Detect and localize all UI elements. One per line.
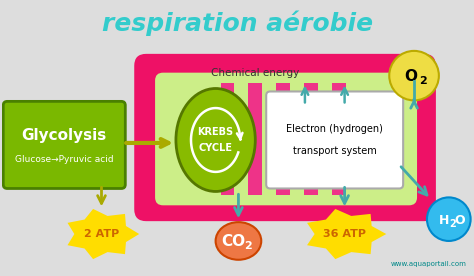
Text: respiration aérobie: respiration aérobie bbox=[102, 10, 373, 36]
Bar bbox=[220, 83, 235, 195]
Text: KREBS: KREBS bbox=[198, 127, 234, 137]
Text: Glycolysis: Glycolysis bbox=[22, 128, 107, 143]
Bar bbox=[304, 83, 318, 195]
FancyBboxPatch shape bbox=[155, 73, 417, 205]
Polygon shape bbox=[67, 209, 139, 259]
Polygon shape bbox=[307, 209, 386, 259]
Text: www.aquaportail.com: www.aquaportail.com bbox=[391, 261, 467, 267]
Ellipse shape bbox=[176, 89, 255, 192]
FancyBboxPatch shape bbox=[134, 54, 436, 221]
Text: 2: 2 bbox=[449, 219, 456, 229]
Text: Electron (hydrogen): Electron (hydrogen) bbox=[286, 124, 383, 134]
Bar bbox=[276, 83, 290, 195]
Circle shape bbox=[427, 197, 471, 241]
Text: transport system: transport system bbox=[293, 146, 376, 156]
Text: 2 ATP: 2 ATP bbox=[84, 229, 119, 239]
Text: 2: 2 bbox=[245, 241, 252, 251]
Text: CYCLE: CYCLE bbox=[199, 143, 233, 153]
Text: 2: 2 bbox=[419, 76, 427, 86]
Circle shape bbox=[389, 51, 439, 100]
Text: O: O bbox=[405, 69, 418, 84]
FancyBboxPatch shape bbox=[266, 91, 403, 189]
Text: O: O bbox=[455, 214, 465, 227]
Text: Glucose→Pyruvic acid: Glucose→Pyruvic acid bbox=[15, 155, 114, 164]
Text: 36 ATP: 36 ATP bbox=[323, 229, 366, 239]
Bar bbox=[248, 83, 262, 195]
Ellipse shape bbox=[216, 222, 261, 260]
FancyBboxPatch shape bbox=[3, 101, 125, 189]
Text: H: H bbox=[438, 214, 449, 227]
Bar bbox=[332, 83, 346, 195]
Text: Chemical energy: Chemical energy bbox=[211, 68, 300, 78]
Text: CO: CO bbox=[221, 234, 246, 250]
